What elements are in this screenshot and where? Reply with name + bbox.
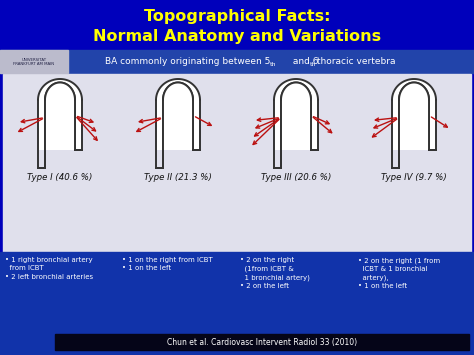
- Text: UNIVERSITAT
FRANKFURT AM MAIN: UNIVERSITAT FRANKFURT AM MAIN: [13, 58, 55, 66]
- Polygon shape: [156, 79, 200, 150]
- Polygon shape: [281, 82, 311, 150]
- Polygon shape: [392, 79, 436, 150]
- Bar: [0, 252, 474, 355]
- Text: Normal Anatomy and Variations: Normal Anatomy and Variations: [93, 29, 381, 44]
- Text: BA commonly originating between 5: BA commonly originating between 5: [105, 57, 270, 66]
- Polygon shape: [399, 82, 429, 150]
- Bar: [0, 50, 474, 73]
- Polygon shape: [274, 79, 318, 150]
- Polygon shape: [38, 79, 82, 150]
- Text: thoracic vertebra: thoracic vertebra: [314, 57, 395, 66]
- Text: • 2 on the right
  (1from ICBT &
  1 bronchial artery)
• 2 on the left: • 2 on the right (1from ICBT & 1 bronchi…: [240, 257, 310, 289]
- Text: Type III (20.6 %): Type III (20.6 %): [261, 174, 331, 182]
- Text: Chun et al. Cardiovasc Intervent Radiol 33 (2010): Chun et al. Cardiovasc Intervent Radiol …: [167, 338, 357, 346]
- Polygon shape: [163, 82, 193, 150]
- Bar: [0, 50, 68, 73]
- Text: th: th: [270, 61, 276, 66]
- Text: • 1 right bronchial artery
  from ICBT
• 2 left bronchial arteries: • 1 right bronchial artery from ICBT • 2…: [5, 257, 93, 280]
- Text: Type I (40.6 %): Type I (40.6 %): [27, 174, 93, 182]
- Text: • 2 on the right (1 from
  ICBT & 1 bronchial
  artery),
• 1 on the left: • 2 on the right (1 from ICBT & 1 bronch…: [358, 257, 440, 289]
- Text: th: th: [310, 61, 317, 66]
- Bar: [3, 74, 471, 252]
- Bar: [55, 334, 469, 350]
- Text: and 6: and 6: [290, 57, 319, 66]
- Polygon shape: [45, 82, 75, 150]
- Text: Type IV (9.7 %): Type IV (9.7 %): [381, 174, 447, 182]
- Text: Type II (21.3 %): Type II (21.3 %): [144, 174, 212, 182]
- Text: Topographical Facts:: Topographical Facts:: [144, 10, 330, 24]
- Text: • 1 on the right from ICBT
• 1 on the left: • 1 on the right from ICBT • 1 on the le…: [122, 257, 213, 272]
- Bar: [0, 0, 474, 50]
